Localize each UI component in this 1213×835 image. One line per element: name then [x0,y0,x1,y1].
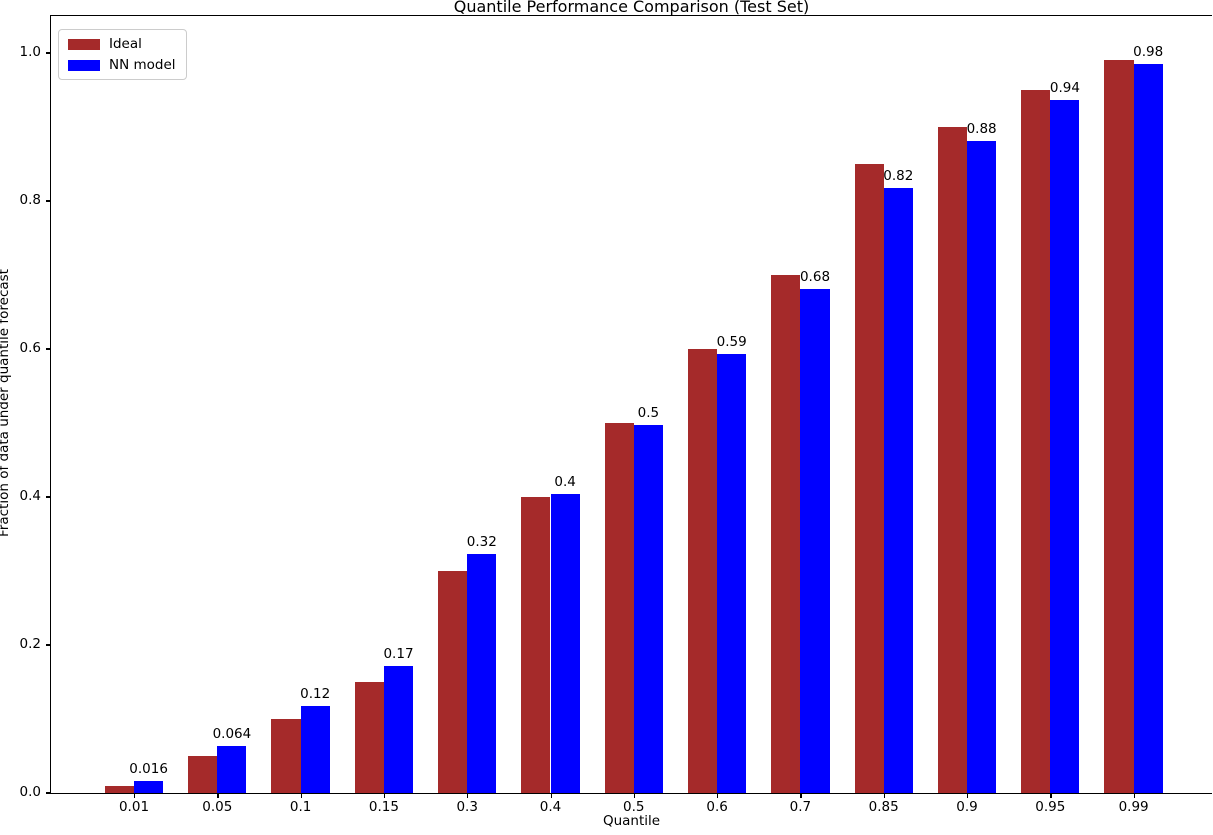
x-tick-label-0.9: 0.9 [956,799,978,815]
x-tick-label-0.99: 0.99 [1118,799,1149,815]
legend-item-nn-model: NN model [68,58,176,72]
y-tick-label-1.0: 1.0 [19,44,41,60]
x-tick-mark-0.95 [1050,794,1052,799]
bar-ideal-0.5 [604,423,634,793]
legend: Ideal NN model [58,29,187,80]
bar-nn-model-0.9 [967,141,997,793]
bar-ideal-0.4 [521,497,551,793]
bar-nn-model-0.6 [717,354,747,793]
bar-value-label-0.15: 0.17 [383,645,414,662]
x-tick-label-0.7: 0.7 [789,799,812,815]
y-tick-mark-1.0 [45,52,50,54]
bar-nn-model-0.1 [300,705,330,793]
x-tick-label-0.6: 0.6 [706,799,728,815]
y-tick-mark-0.0 [45,792,50,794]
bar-nn-model-0.15 [383,665,414,793]
bar-ideal-0.99 [1104,60,1134,793]
bar-value-label-0.3: 0.32 [466,533,497,550]
bar-value-label-0.95: 0.94 [1049,80,1080,97]
x-tick-mark-0.05 [217,794,219,799]
legend-label-nn-model: NN model [109,57,176,73]
bar-ideal-0.3 [438,571,468,793]
bar-value-label-0.85: 0.82 [883,167,914,184]
x-tick-label-0.5: 0.5 [623,799,645,815]
x-tick-label-0.85: 0.85 [868,799,899,815]
bar-ideal-0.01 [104,785,134,793]
y-tick-label-0.4: 0.4 [19,488,41,504]
y-tick-label-0.0: 0.0 [19,784,41,800]
bar-value-label-0.6: 0.59 [716,334,747,351]
y-tick-mark-0.8 [45,200,50,202]
x-tick-mark-0.99 [1133,794,1135,799]
x-tick-mark-0.5 [633,794,636,799]
x-tick-mark-0.15 [383,794,386,799]
y-tick-mark-0.4 [45,496,50,498]
x-tick-label-0.05: 0.05 [202,799,233,815]
legend-label-ideal: Ideal [109,36,142,52]
bar-ideal-0.7 [771,275,801,793]
bar-nn-model-0.85 [883,187,913,793]
y-tick-label-0.2: 0.2 [19,636,41,652]
bar-value-label-0.4: 0.4 [554,474,576,491]
plot-area: 0.016 0.064 0.12 0.17 0.32 0.4 0.5 0.59 0.68 0.82… [20,15,1212,815]
bar-ideal-0.15 [354,682,384,793]
bar-ideal-0.1 [271,719,301,793]
x-tick-mark-0.85 [883,794,885,799]
y-tick-mark-0.6 [45,348,50,350]
bar-nn-model-0.4 [550,494,580,793]
chart-title: Quantile Performance Comparison (Test Se… [453,0,810,16]
bar-nn-model-0.95 [1050,100,1080,793]
bar-nn-model-0.99 [1133,64,1163,793]
legend-swatch-ideal [68,38,100,50]
bar-nn-model-0.7 [800,289,830,793]
bar-nn-model-0.5 [633,425,663,793]
bar-value-label-0.7: 0.68 [799,269,831,286]
x-tick-label-0.3: 0.3 [456,799,478,815]
bar-value-label-0.99: 0.98 [1133,44,1164,61]
y-tick-label-0.6: 0.6 [19,340,41,356]
x-tick-mark-0.9 [967,794,969,799]
bar-value-label-0.5: 0.5 [637,405,660,422]
x-tick-label-0.15: 0.15 [368,799,399,815]
bar-nn-model-0.05 [217,745,247,793]
x-tick-label-0.01: 0.01 [118,799,150,815]
bar-ideal-0.9 [937,127,967,793]
bar-value-label-0.9: 0.88 [966,121,997,138]
bar-nn-model-0.01 [134,781,164,793]
bar-ideal-0.6 [687,349,718,793]
legend-swatch-nn-model [68,59,100,71]
bar-nn-model-0.3 [467,553,497,793]
x-tick-mark-0.1 [300,794,302,799]
x-tick-mark-0.6 [717,794,719,799]
x-tick-mark-0.01 [134,794,136,799]
x-tick-mark-0.3 [467,794,469,799]
x-tick-mark-0.4 [550,794,552,799]
x-tick-mark-0.7 [800,794,802,799]
y-tick-label-0.8: 0.8 [19,192,41,208]
x-tick-label-0.4: 0.4 [539,799,562,815]
y-axis-label: Fraction of data under quantile forecast [0,269,12,537]
bar-value-label-0.05: 0.064 [212,725,252,742]
x-tick-label-0.95: 0.95 [1035,799,1066,815]
legend-item-ideal: Ideal [68,37,176,51]
x-tick-label-0.1: 0.1 [289,799,312,815]
bar-value-label-0.01: 0.016 [129,761,168,778]
bar-ideal-0.95 [1021,90,1051,793]
y-tick-mark-0.2 [45,644,50,646]
bar-value-label-0.1: 0.12 [300,685,331,702]
x-axis-label: Quantile [602,813,661,829]
bar-ideal-0.05 [188,756,218,793]
bar-ideal-0.85 [854,164,884,793]
